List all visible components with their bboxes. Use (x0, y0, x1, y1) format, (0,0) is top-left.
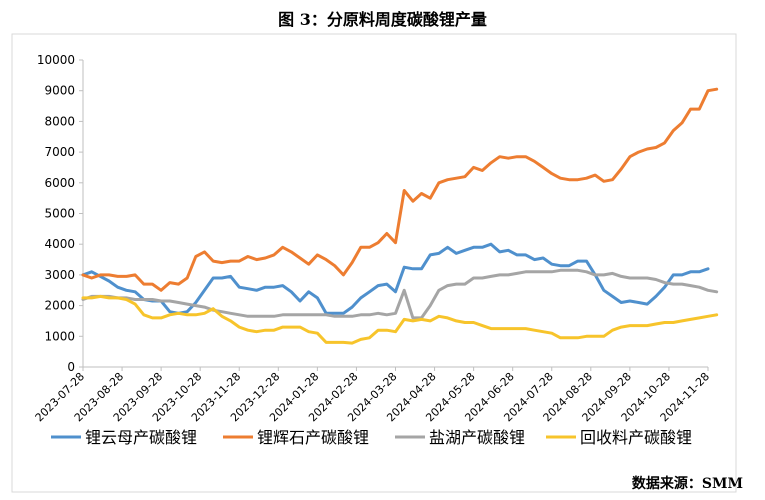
source-note: 数据来源：SMM (631, 476, 743, 492)
legend-label-1: 锂云母产碳酸锂 (85, 428, 197, 447)
legend: 锂云母产碳酸锂 锂辉石产碳酸锂 盐湖产碳酸锂 回收料产碳酸锂 (51, 428, 692, 447)
legend-label-3: 盐湖产碳酸锂 (429, 428, 525, 447)
legend-label-4: 回收料产碳酸锂 (580, 428, 692, 447)
series-line-2 (81, 87, 719, 292)
x-axis: 2023-07-282023-08-282023-09-282023-10-28… (33, 366, 712, 424)
y-tick-label: 10000 (37, 53, 75, 67)
y-tick-label: 4000 (44, 237, 75, 251)
y-tick-label: 1000 (44, 329, 75, 343)
y-tick-label: 9000 (44, 84, 75, 98)
chart-title: 图 3：分原料周度碳酸锂产量 (278, 10, 487, 29)
plot-area-border (11, 33, 737, 493)
y-tick-label: 5000 (44, 207, 75, 221)
series-line-1 (81, 242, 710, 315)
y-tick-label: 0 (67, 360, 75, 374)
y-tick-label: 2000 (44, 299, 75, 313)
legend-label-2: 锂辉石产碳酸锂 (257, 428, 369, 447)
y-tick-label: 7000 (44, 145, 75, 159)
y-tick-label: 6000 (44, 176, 75, 190)
series-line-3 (81, 268, 719, 320)
series-layer (81, 87, 719, 345)
y-tick-label: 8000 (44, 114, 75, 128)
series-line-4 (81, 294, 719, 345)
y-tick-label: 3000 (44, 268, 75, 282)
y-axis: 0 1000 2000 3000 4000 5000 6000 7000 8000 9000 100… (37, 53, 84, 374)
